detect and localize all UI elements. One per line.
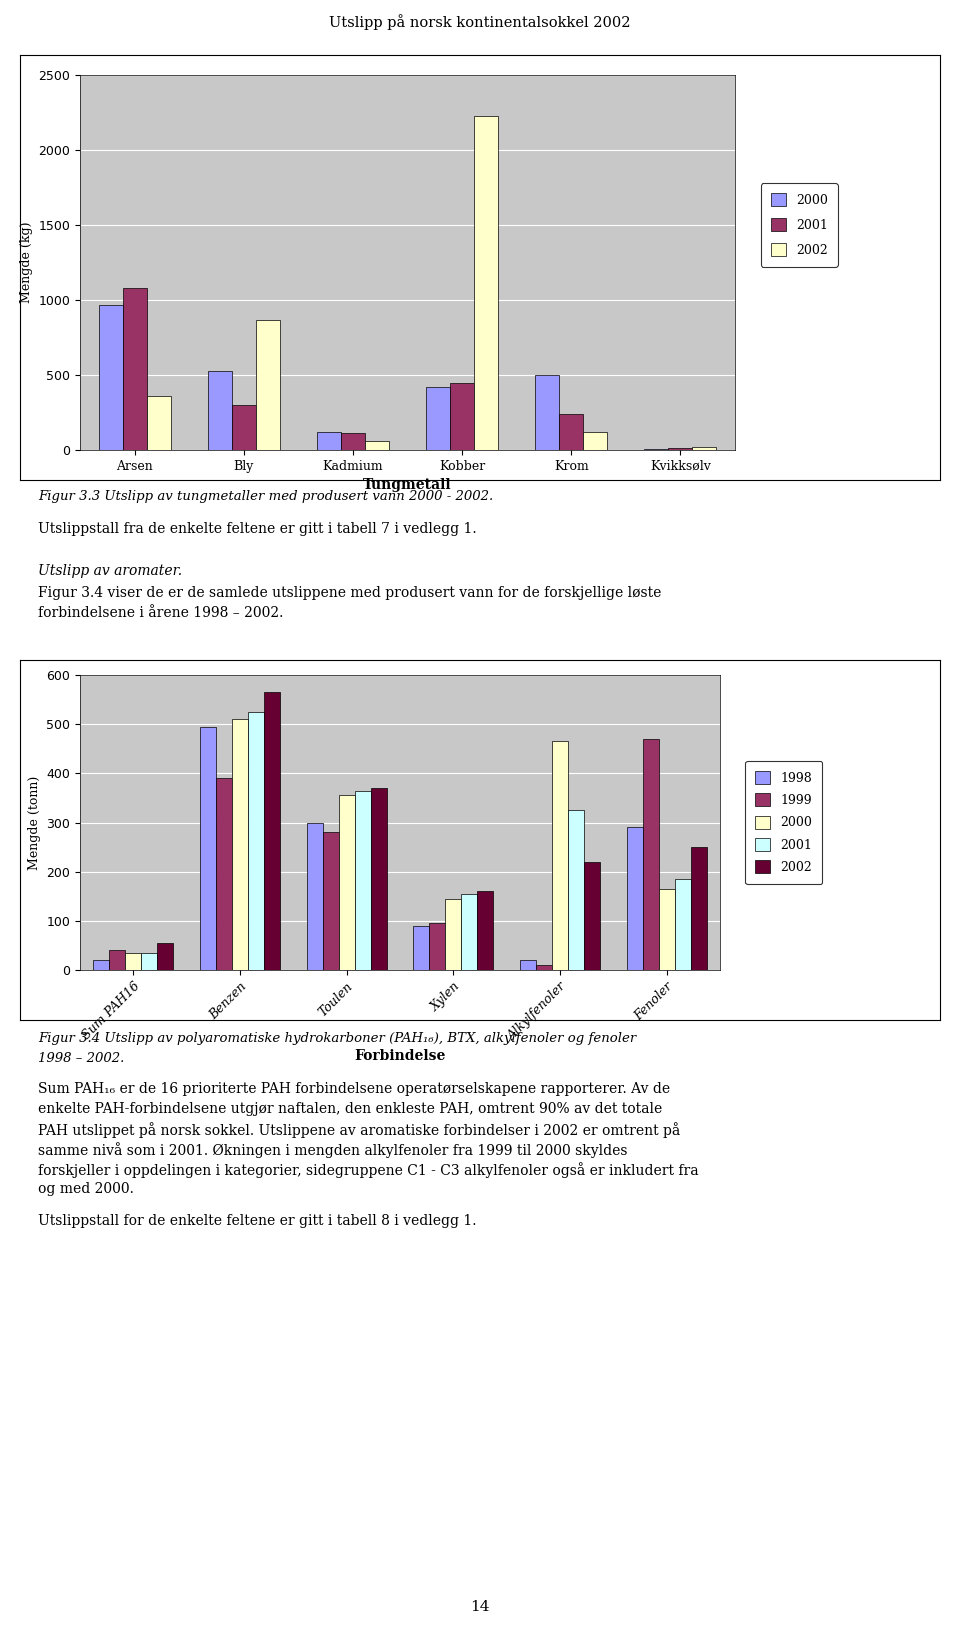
Text: forbindelsene i årene 1998 – 2002.: forbindelsene i årene 1998 – 2002. <box>38 606 284 619</box>
Bar <box>123 288 147 449</box>
Bar <box>426 387 450 449</box>
Bar <box>109 951 126 971</box>
Bar <box>690 846 707 971</box>
Bar <box>450 382 474 449</box>
Bar <box>147 395 171 449</box>
Text: forskjeller i oppdelingen i kategorier, sidegruppene C1 - C3 alkylfenoler også e: forskjeller i oppdelingen i kategorier, … <box>38 1162 699 1178</box>
Text: Figur 3.4 Utslipp av polyaromatiske hydrokarboner (PAH₁₆), BTX, alkylfenoler og : Figur 3.4 Utslipp av polyaromatiske hydr… <box>38 1033 636 1046</box>
Text: Utslipp på norsk kontinentalsokkel 2002: Utslipp på norsk kontinentalsokkel 2002 <box>329 15 631 29</box>
Bar <box>232 719 248 971</box>
Bar <box>474 116 498 449</box>
Bar <box>584 431 608 449</box>
Legend: 1998, 1999, 2000, 2001, 2002: 1998, 1999, 2000, 2001, 2002 <box>746 761 823 884</box>
Bar <box>675 879 690 971</box>
Bar <box>200 727 216 971</box>
Bar <box>568 810 584 971</box>
Bar <box>365 441 389 449</box>
Bar <box>536 374 560 449</box>
Bar <box>216 778 232 971</box>
Bar <box>306 822 323 971</box>
Bar <box>414 926 429 971</box>
Bar <box>520 961 536 971</box>
X-axis label: Forbindelse: Forbindelse <box>354 1049 445 1062</box>
Bar <box>99 304 123 449</box>
Bar <box>552 742 568 971</box>
Bar <box>536 966 552 971</box>
Text: 1998 – 2002.: 1998 – 2002. <box>38 1052 125 1065</box>
Bar <box>445 899 462 971</box>
Bar <box>248 712 264 971</box>
Bar <box>584 861 600 971</box>
Bar <box>668 448 692 449</box>
Bar <box>429 923 445 971</box>
Text: Figur 3.3 Utslipp av tungmetaller med produsert vann 2000 - 2002.: Figur 3.3 Utslipp av tungmetaller med pr… <box>38 490 493 503</box>
Bar <box>477 891 493 971</box>
Bar <box>323 832 339 971</box>
Text: Figur 3.4 viser de er de samlede utslippene med produsert vann for de forskjelli: Figur 3.4 viser de er de samlede utslipp… <box>38 587 661 600</box>
Text: samme nivå som i 2001. Økningen i mengden alkylfenoler fra 1999 til 2000 skyldes: samme nivå som i 2001. Økningen i mengde… <box>38 1142 628 1159</box>
Legend: 2000, 2001, 2002: 2000, 2001, 2002 <box>761 183 838 266</box>
Bar <box>317 431 341 449</box>
Bar <box>231 405 255 449</box>
Bar <box>642 739 659 971</box>
Bar <box>354 791 371 971</box>
Bar <box>692 448 716 449</box>
Text: Utslippstall fra de enkelte feltene er gitt i tabell 7 i vedlegg 1.: Utslippstall fra de enkelte feltene er g… <box>38 521 477 536</box>
Text: Utslipp av aromater.: Utslipp av aromater. <box>38 564 182 578</box>
Bar <box>255 320 279 449</box>
Bar <box>462 894 477 971</box>
Bar <box>93 961 109 971</box>
Text: PAH utslippet på norsk sokkel. Utslippene av aromatiske forbindelser i 2002 er o: PAH utslippet på norsk sokkel. Utslippen… <box>38 1123 681 1137</box>
Bar <box>141 953 157 971</box>
Bar <box>341 433 365 449</box>
Text: og med 2000.: og med 2000. <box>38 1181 134 1196</box>
Y-axis label: Mengde (kg): Mengde (kg) <box>20 222 33 304</box>
Y-axis label: Mengde (tonn): Mengde (tonn) <box>28 776 40 869</box>
Text: enkelte PAH-forbindelsene utgjør naftalen, den enkleste PAH, omtrent 90% av det : enkelte PAH-forbindelsene utgjør naftale… <box>38 1101 662 1116</box>
Text: Sum PAH₁₆ er de 16 prioriterte PAH forbindelsene operatørselskapene rapporterer.: Sum PAH₁₆ er de 16 prioriterte PAH forbi… <box>38 1082 670 1096</box>
Text: Utslippstall for de enkelte feltene er gitt i tabell 8 i vedlegg 1.: Utslippstall for de enkelte feltene er g… <box>38 1214 477 1229</box>
Bar <box>627 827 642 971</box>
Text: 14: 14 <box>470 1600 490 1614</box>
Bar <box>157 943 174 971</box>
Bar <box>339 796 354 971</box>
Bar <box>659 889 675 971</box>
Bar <box>371 788 387 971</box>
X-axis label: Tungmetall: Tungmetall <box>363 479 452 492</box>
Bar <box>126 953 141 971</box>
Bar <box>560 413 584 449</box>
Bar <box>264 693 280 971</box>
Bar <box>207 371 231 449</box>
